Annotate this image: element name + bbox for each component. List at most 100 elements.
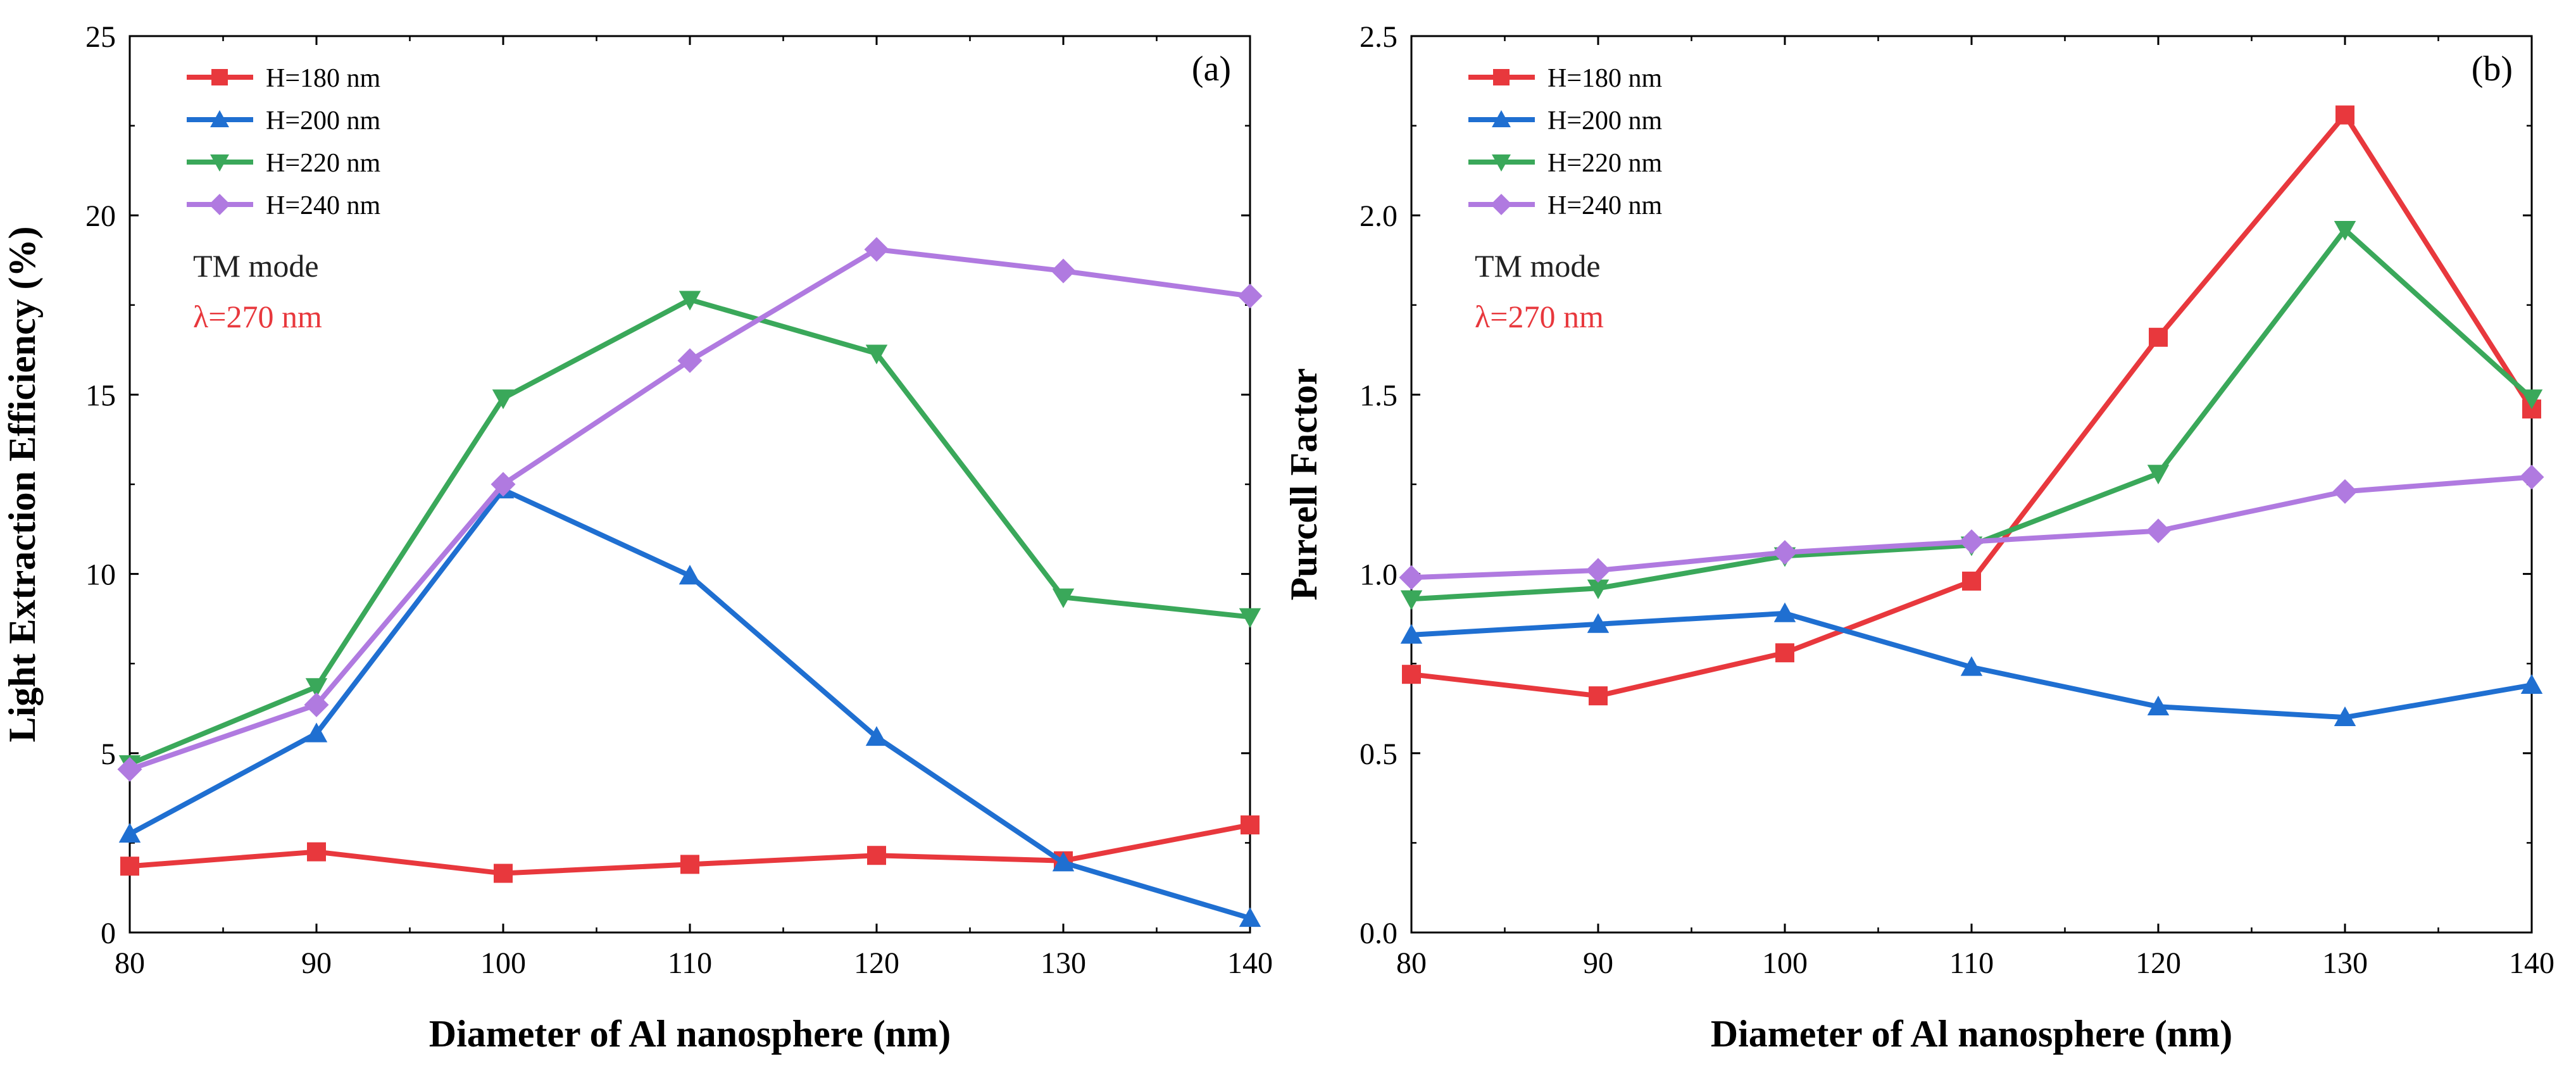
panel-label-b: (b) bbox=[2472, 49, 2513, 89]
y-tick-label: 0.0 bbox=[1360, 917, 1397, 950]
y-axis-title: Purcell Factor bbox=[1283, 368, 1325, 600]
data-point bbox=[1052, 588, 1075, 608]
data-point bbox=[2334, 221, 2356, 241]
data-point bbox=[1402, 665, 1421, 684]
y-tick-label: 0.5 bbox=[1360, 738, 1397, 771]
x-tick-label: 130 bbox=[1041, 946, 1086, 980]
data-point bbox=[2335, 105, 2354, 125]
data-point bbox=[1399, 565, 1424, 590]
x-tick-label: 90 bbox=[301, 946, 332, 980]
data-point bbox=[1960, 656, 1983, 676]
legend-marker bbox=[209, 194, 230, 215]
data-point bbox=[1772, 540, 1798, 565]
data-point bbox=[1585, 558, 1611, 583]
data-point bbox=[867, 846, 886, 865]
x-tick-label: 140 bbox=[2509, 946, 2554, 980]
legend-marker bbox=[1493, 69, 1510, 85]
data-point bbox=[1587, 613, 1610, 633]
x-tick-label: 120 bbox=[854, 946, 899, 980]
legend-marker bbox=[210, 110, 229, 127]
data-point bbox=[1400, 624, 1423, 644]
y-tick-label: 0 bbox=[101, 917, 116, 950]
y-tick-label: 2.5 bbox=[1360, 20, 1397, 54]
x-tick-label: 80 bbox=[115, 946, 145, 980]
data-point bbox=[120, 857, 139, 876]
legend-label: H=220 nm bbox=[1547, 149, 1663, 178]
legend-marker bbox=[211, 69, 228, 85]
x-tick-label: 110 bbox=[1949, 946, 1994, 980]
legend-marker bbox=[1491, 194, 1512, 215]
data-point bbox=[677, 348, 703, 374]
y-tick-label: 5 bbox=[101, 738, 116, 771]
data-point bbox=[2147, 465, 2170, 485]
data-point bbox=[1241, 815, 1260, 835]
data-point bbox=[117, 757, 142, 782]
data-point bbox=[118, 822, 141, 843]
legend-label: H=200 nm bbox=[266, 106, 381, 135]
legend-label: H=220 nm bbox=[266, 149, 381, 178]
data-point bbox=[1237, 284, 1263, 309]
mode-annotation: TM mode bbox=[1475, 248, 1601, 284]
data-point bbox=[2149, 327, 2168, 347]
legend-label: H=240 nm bbox=[1547, 191, 1663, 220]
data-point bbox=[304, 692, 329, 717]
data-point bbox=[1239, 907, 1261, 927]
legend-marker bbox=[1492, 154, 1511, 172]
x-tick-label: 120 bbox=[2135, 946, 2181, 980]
data-point bbox=[678, 565, 701, 585]
x-tick-label: 110 bbox=[668, 946, 712, 980]
data-point bbox=[2520, 674, 2543, 694]
data-point bbox=[1587, 579, 1610, 600]
legend-label: H=180 nm bbox=[266, 64, 381, 93]
data-point bbox=[1589, 686, 1608, 706]
data-point bbox=[1773, 602, 1796, 622]
x-tick-label: 80 bbox=[1396, 946, 1427, 980]
data-point bbox=[865, 726, 888, 746]
legend-label: H=180 nm bbox=[1547, 64, 1663, 93]
legend-label: H=200 nm bbox=[1547, 106, 1663, 135]
y-tick-label: 15 bbox=[85, 379, 116, 412]
data-point bbox=[1400, 590, 1423, 610]
x-tick-label: 90 bbox=[1583, 946, 1613, 980]
x-axis-title: Diameter of Al nanosphere (nm) bbox=[1711, 1013, 2232, 1055]
data-point bbox=[680, 855, 699, 874]
x-tick-label: 130 bbox=[2322, 946, 2368, 980]
x-tick-label: 100 bbox=[480, 946, 526, 980]
y-tick-label: 1.5 bbox=[1360, 379, 1397, 412]
data-point bbox=[307, 842, 326, 862]
data-point bbox=[1962, 571, 1981, 591]
series-line bbox=[1411, 474, 2532, 581]
data-point bbox=[1959, 529, 1984, 555]
chart-panel-a: 80 90 100 110 120 130 140 0 5 10 15 20 25 Diameter of… bbox=[1, 20, 1273, 1055]
data-point bbox=[2520, 389, 2543, 410]
data-point bbox=[2147, 695, 2170, 715]
data-point bbox=[305, 722, 328, 743]
data-point bbox=[2519, 465, 2544, 490]
data-point bbox=[2334, 706, 2356, 726]
data-point bbox=[1052, 851, 1075, 872]
data-point bbox=[305, 678, 328, 698]
data-point bbox=[1051, 258, 1076, 284]
wavelength-annotation: λ=270 nm bbox=[193, 299, 322, 334]
x-tick-label: 140 bbox=[1227, 946, 1273, 980]
panel-label-a: (a) bbox=[1192, 49, 1231, 89]
y-tick-label: 1.0 bbox=[1360, 558, 1397, 592]
y-tick-label: 25 bbox=[85, 20, 116, 54]
y-tick-label: 20 bbox=[85, 199, 116, 233]
data-point bbox=[2146, 518, 2171, 544]
data-point bbox=[678, 291, 701, 311]
legend-marker bbox=[210, 154, 229, 172]
legend-marker bbox=[1492, 110, 1511, 127]
x-axis-title: Diameter of Al nanosphere (nm) bbox=[429, 1013, 951, 1055]
data-point bbox=[1775, 643, 1794, 663]
mode-annotation: TM mode bbox=[193, 248, 319, 284]
data-point bbox=[865, 344, 888, 365]
data-point bbox=[864, 237, 889, 262]
wavelength-annotation: λ=270 nm bbox=[1475, 299, 1604, 334]
legend-label: H=240 nm bbox=[266, 191, 381, 220]
data-point bbox=[494, 863, 513, 883]
data-point bbox=[1239, 608, 1261, 628]
data-point bbox=[491, 472, 516, 497]
data-point bbox=[2332, 479, 2358, 504]
